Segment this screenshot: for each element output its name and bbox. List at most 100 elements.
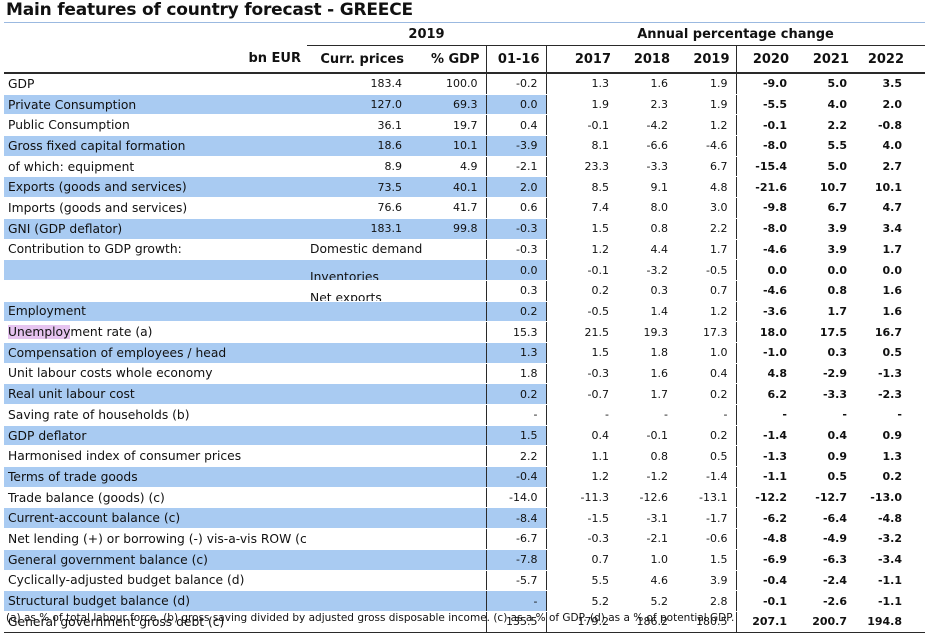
- table-cell: 0.3: [617, 280, 676, 302]
- table-cell: 0.2: [545, 280, 617, 302]
- table-row: GNI (GDP deflator) 183.1 99.8 -0.3 1.5 0.8 2.2…: [4, 218, 926, 240]
- row-padding: [910, 301, 926, 323]
- table-cell: 5.5: [545, 570, 617, 592]
- table-row: Net exports 0.3 0.2 0.3 0.7 -4.6 0.8 1.6: [4, 280, 926, 302]
- table-cell: [307, 590, 410, 612]
- col-header-2019: 2019: [676, 45, 736, 74]
- table-cell: -1.4: [735, 425, 795, 447]
- row-label: Unemployment rate (a): [4, 321, 307, 343]
- col-header-2018: 2018: [617, 45, 676, 74]
- table-cell: 2.2: [676, 218, 736, 240]
- row-label: Terms of trade goods: [4, 466, 307, 488]
- row-label: Inventories: [4, 259, 486, 281]
- col-header-2021: 2021: [795, 45, 855, 74]
- table-cell: -9.8: [735, 197, 795, 219]
- table-cell: 0.2: [676, 383, 736, 405]
- table-cell: 0.0: [735, 259, 795, 281]
- table-row: Employment 0.2 -0.5 1.4 1.2 -3.6 1.7 1.6: [4, 301, 926, 323]
- table-cell: -0.5: [676, 259, 736, 281]
- row-padding: [910, 73, 926, 95]
- table-cell: 19.3: [617, 321, 676, 343]
- table-row: GDP deflator 1.5 0.4 -0.1 0.2 -1.4 0.4 0.9: [4, 425, 926, 447]
- col-header-curr-prices: Curr. prices: [307, 45, 410, 74]
- table-cell: -0.2: [485, 73, 546, 95]
- table-cell: 8.0: [617, 197, 676, 219]
- table-cell: -0.1: [735, 590, 795, 612]
- table-cell: 0.6: [485, 197, 546, 219]
- row-label: Private Consumption: [4, 94, 307, 116]
- table-cell: 1.9: [545, 94, 617, 116]
- table-cell: 1.6: [855, 301, 910, 323]
- table-cell: -0.7: [545, 383, 617, 405]
- row-label: of which: equipment: [4, 156, 307, 178]
- table-cell: 4.4: [617, 239, 676, 261]
- col-header-01-16: 01-16: [485, 45, 546, 74]
- table-cell: -: [855, 404, 910, 426]
- table-cell: [307, 487, 410, 509]
- table-cell: 1.3: [485, 342, 546, 364]
- table-cell: [307, 570, 410, 592]
- change-group-header: Annual percentage change: [546, 24, 926, 46]
- page-title: Main features of country forecast - GREE…: [6, 0, 413, 20]
- table-cell: 17.3: [676, 321, 736, 343]
- table-cell: 0.9: [855, 425, 910, 447]
- table-cell: 1.8: [617, 342, 676, 364]
- table-row: Unit labour costs whole economy 1.8 -0.3 1.…: [4, 363, 926, 385]
- table-cell: [307, 425, 410, 447]
- col-header-2020: 2020: [735, 45, 795, 74]
- table-cell: 200.7: [795, 611, 855, 633]
- table-cell: 5.2: [545, 590, 617, 612]
- row-padding: [910, 383, 926, 405]
- table-cell: -3.2: [855, 528, 910, 550]
- row-label: Real unit labour cost: [4, 383, 307, 405]
- table-cell: [307, 404, 410, 426]
- table-cell: 73.5: [307, 176, 410, 199]
- table-cell: 3.9: [676, 570, 736, 592]
- table-cell: -0.1: [617, 425, 676, 447]
- row-label: GNI (GDP deflator): [4, 218, 307, 240]
- table-cell: 10.1: [410, 135, 486, 157]
- table-cell: -0.4: [485, 466, 546, 488]
- table-cell: 0.8: [795, 280, 855, 302]
- table-cell: 3.9: [795, 239, 855, 261]
- table-cell: -3.6: [735, 301, 795, 323]
- row-padding: [910, 466, 926, 488]
- table-cell: -12.2: [735, 487, 795, 509]
- table-cell: [410, 507, 486, 530]
- table-cell: [307, 611, 410, 633]
- table-cell: -0.5: [545, 301, 617, 323]
- table-cell: [410, 363, 486, 385]
- row-padding: [910, 218, 926, 240]
- row-padding: [910, 176, 926, 199]
- table-cell: -4.8: [855, 507, 910, 530]
- table-cell: -3.3: [795, 383, 855, 405]
- table-cell: -5.7: [485, 570, 546, 592]
- table-cell: 186.2: [617, 611, 676, 633]
- table-cell: -4.9: [795, 528, 855, 550]
- table-cell: 180.5: [676, 611, 736, 633]
- row-label: Imports (goods and services): [4, 197, 307, 219]
- table-cell: 3.5: [855, 73, 910, 95]
- table-row: Public Consumption 36.1 19.7 0.4 -0.1 -4.2 1.2…: [4, 114, 926, 137]
- row-label: GDP: [4, 73, 307, 95]
- table-cell: 0.4: [795, 425, 855, 447]
- table-cell: -2.4: [795, 570, 855, 592]
- table-cell: 10.1: [855, 176, 910, 199]
- table-row: Contribution to GDP growth: Domestic dema…: [4, 239, 926, 261]
- row-label: Net lending (+) or borrowing (-) vis-a-v…: [4, 528, 307, 550]
- row-label: Trade balance (goods) (c): [4, 487, 307, 509]
- table-cell: 4.0: [855, 135, 910, 157]
- row-sublabel: Net exports: [310, 290, 382, 302]
- table-cell: -1.1: [855, 590, 910, 612]
- table-cell: -: [735, 404, 795, 426]
- row-sublabel: Inventories: [310, 270, 379, 281]
- table-cell: -0.4: [735, 570, 795, 592]
- table-cell: 1.7: [617, 383, 676, 405]
- table-cell: -1.4: [676, 466, 736, 488]
- table-cell: -5.5: [735, 94, 795, 116]
- table-cell: 4.0: [795, 94, 855, 116]
- table-cell: 0.0: [855, 259, 910, 281]
- row-label: Compensation of employees / head: [4, 342, 307, 364]
- table-cell: [410, 487, 486, 509]
- row-padding: [910, 342, 926, 364]
